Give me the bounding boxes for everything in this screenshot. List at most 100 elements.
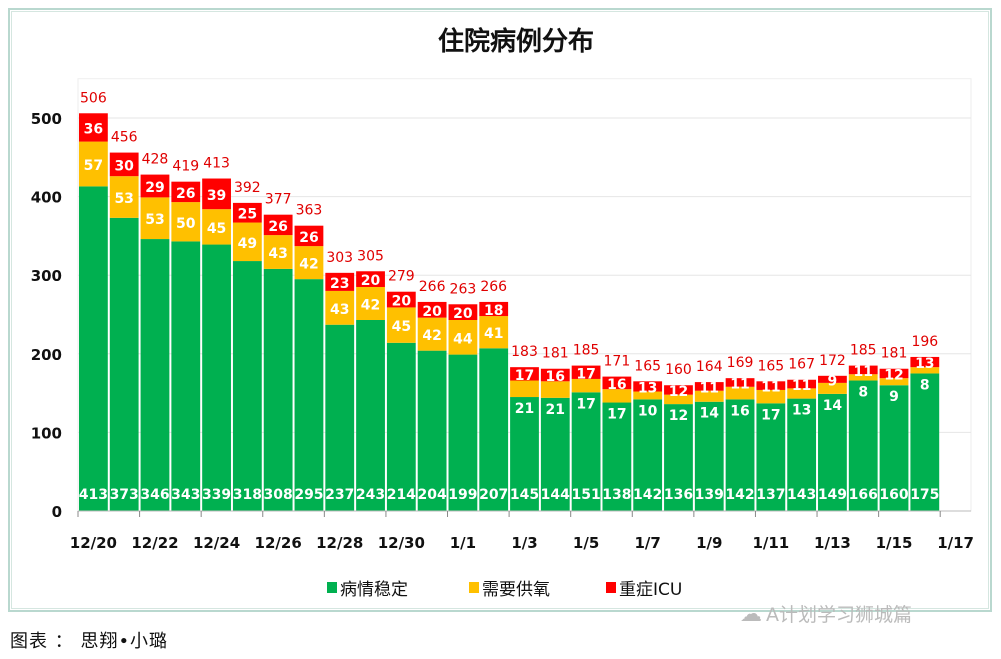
total-label: 456 (111, 130, 138, 146)
segment-label: 12 (669, 408, 688, 424)
segment-label: 17 (576, 396, 595, 412)
bar-segment (109, 217, 139, 511)
segment-label: 13 (638, 380, 657, 396)
y-tick-label: 500 (31, 110, 62, 128)
bar-segment (879, 378, 909, 386)
bar-segment (540, 368, 570, 382)
bar-stack-1/1: 199 44 20 263 (448, 281, 478, 511)
bar-segment (202, 178, 231, 210)
segment-label: 149 (818, 487, 847, 503)
segment-label: 144 (541, 487, 570, 503)
segment-label: 11 (730, 376, 749, 392)
bar-stack-12/29: 243 42 20 305 (356, 248, 385, 511)
segment-label: 42 (422, 328, 441, 344)
bar-stack-1/5: 151 17 17 185 (571, 343, 601, 511)
bar-segment (602, 376, 632, 390)
segment-label: 9 (828, 373, 838, 389)
total-label: 164 (696, 359, 723, 375)
bar-segment (633, 381, 663, 392)
total-label: 392 (234, 180, 261, 196)
bar-segment (479, 316, 509, 349)
bar-segment (386, 291, 416, 308)
segment-label: 199 (448, 487, 477, 503)
x-tick-label: 12/20 (70, 534, 117, 552)
bar-segment (510, 367, 539, 381)
bar-stack-12/20: 413 57 36 506 (79, 90, 108, 511)
segment-label: 41 (484, 326, 503, 342)
chart-inner-frame (11, 11, 989, 609)
bar-segment (848, 374, 878, 381)
x-tick-label: 12/26 (255, 534, 302, 552)
segment-label: 43 (330, 302, 349, 318)
x-tick-label: 12/28 (316, 534, 363, 552)
bar-segment (386, 307, 416, 343)
segment-label: 53 (145, 212, 164, 228)
bar-segment (571, 392, 601, 511)
bar-stack-1/16: 175 8 13 196 (910, 334, 939, 511)
segment-label: 204 (418, 487, 447, 503)
wechat-icon: ☁ (740, 602, 762, 627)
x-tick-label: 1/17 (937, 534, 974, 552)
bar-stack-12/22: 346 53 29 428 (140, 152, 170, 511)
y-axis: 0 100 200 300 400 500 (31, 110, 62, 521)
bar-stack-12/23: 343 50 26 419 (171, 159, 201, 512)
x-tick-label: 12/24 (193, 534, 240, 552)
bar-segment (202, 209, 231, 245)
bar-segment (510, 380, 539, 398)
x-tick-label: 1/1 (450, 534, 476, 552)
bar-stack-1/2: 207 41 18 266 (479, 279, 508, 511)
bar-segment (140, 174, 170, 198)
x-tick-label: 12/22 (131, 534, 178, 552)
total-label: 279 (388, 269, 415, 285)
bar-segment (171, 241, 201, 512)
total-label: 196 (911, 334, 938, 350)
segment-label: 42 (361, 297, 380, 313)
bar-segment (910, 356, 940, 368)
bar-segment (602, 402, 632, 511)
segment-label: 17 (576, 366, 595, 382)
bar-segment (263, 268, 293, 511)
segment-label: 237 (325, 487, 354, 503)
segment-label: 12 (669, 384, 688, 400)
total-label: 303 (326, 250, 353, 266)
segment-label: 45 (392, 319, 411, 335)
segment-label: 295 (294, 487, 323, 503)
bar-segment (79, 113, 108, 142)
total-label: 160 (665, 362, 692, 378)
segment-label: 17 (761, 407, 780, 423)
segment-label: 26 (299, 230, 318, 246)
total-label: 266 (419, 279, 446, 295)
segment-label: 20 (422, 304, 442, 320)
bar-segment (694, 390, 724, 402)
bar-segment (79, 186, 108, 511)
bar-stack-12/31: 204 42 20 266 (418, 279, 447, 511)
bar-stack-12/27: 295 42 26 363 (294, 203, 324, 511)
total-label: 413 (203, 156, 230, 172)
segment-label: 36 (84, 121, 103, 137)
legend: 病情稳定 需要供氧 重症ICU (327, 580, 682, 600)
segment-label: 16 (607, 377, 626, 393)
bar-segment (510, 397, 539, 511)
x-tick-label: 1/3 (511, 534, 537, 552)
segment-label: 26 (268, 219, 287, 235)
bar-segment (848, 380, 878, 511)
segment-label: 18 (484, 303, 503, 319)
bar-segment (417, 301, 447, 318)
bar-stack-1/9: 139 14 11 164 (695, 359, 724, 511)
bars: 4135736506373533045634653294283435026419… (79, 90, 939, 512)
bar-stack-12/24: 339 45 39 413 (202, 156, 231, 511)
segment-label: 14 (700, 406, 720, 422)
segment-label: 11 (700, 380, 719, 396)
x-tick-label: 1/5 (573, 534, 599, 552)
bar-segment (571, 365, 601, 379)
x-tick-label: 1/7 (634, 534, 660, 552)
bar-segment (140, 197, 170, 240)
segment-label: 20 (392, 294, 412, 310)
legend-label: 需要供氧 (482, 580, 550, 600)
watermark-text: A计划学习狮城篇 (766, 604, 912, 626)
x-tick-label: 1/9 (696, 534, 722, 552)
total-label: 263 (450, 281, 477, 297)
segment-label: 17 (515, 368, 534, 384)
total-label: 185 (850, 343, 877, 359)
bar-stack-12/21: 373 53 30 456 (110, 130, 139, 511)
